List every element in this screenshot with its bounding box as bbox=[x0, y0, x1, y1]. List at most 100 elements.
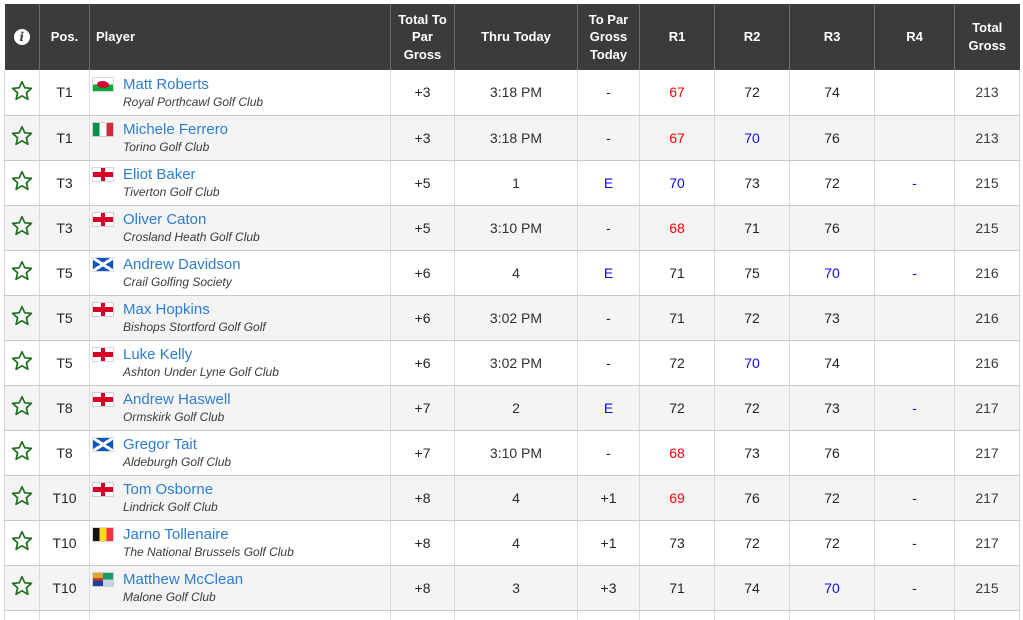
belgium-flag-icon bbox=[93, 528, 113, 541]
favorite-star-icon[interactable] bbox=[10, 574, 34, 598]
player-club-label: Crosland Heath Golf Club bbox=[123, 230, 260, 244]
favorite-star-icon[interactable] bbox=[10, 484, 34, 508]
header-r3: R3 bbox=[789, 4, 875, 70]
r1-cell: 71 bbox=[639, 565, 715, 611]
favorite-star-icon[interactable] bbox=[10, 124, 34, 148]
favorite-star-icon[interactable] bbox=[10, 349, 34, 373]
r1-cell: 68 bbox=[639, 430, 715, 476]
table-row: T10 Tom Osborne Lindrick Golf Club +8 4 … bbox=[4, 475, 1020, 521]
total-to-par-cell: +7 bbox=[390, 430, 455, 476]
england-flag-icon bbox=[93, 393, 113, 406]
r3-cell: 76 bbox=[789, 205, 875, 251]
pos-cell: T1 bbox=[39, 70, 90, 116]
thru-today-cell: 1 bbox=[454, 160, 578, 206]
favorite-cell bbox=[4, 385, 40, 431]
player-cell: Matthew McClean Malone Golf Club bbox=[89, 565, 391, 611]
player-name-link[interactable]: Luke Kelly bbox=[123, 346, 193, 363]
r1-cell: 69 bbox=[639, 475, 715, 521]
favorite-cell bbox=[4, 295, 40, 341]
player-name-link[interactable]: Tom Osborne bbox=[123, 481, 214, 498]
player-cell: Tom Osborne Lindrick Golf Club bbox=[89, 475, 391, 521]
favorite-star-icon[interactable] bbox=[10, 169, 34, 193]
player-name-link[interactable]: Matt Roberts bbox=[123, 75, 209, 93]
player-cell: Jarno Tollenaire The National Brussels G… bbox=[89, 520, 391, 566]
player-cell: Eliot Baker Tiverton Golf Club bbox=[89, 160, 391, 206]
r2-cell: 73 bbox=[714, 160, 790, 206]
favorite-star-icon[interactable] bbox=[10, 394, 34, 418]
pos-cell: T3 bbox=[39, 205, 90, 251]
r1-cell: 73 bbox=[639, 520, 715, 566]
r4-cell bbox=[874, 205, 955, 251]
player-name-link[interactable]: Andrew Haswell bbox=[123, 391, 231, 408]
table-row: T1 Michele Ferrero Torino Golf Club +3 3… bbox=[4, 115, 1020, 161]
total-gross-cell: 215 bbox=[954, 565, 1020, 611]
player-name-link[interactable]: Michele Ferrero bbox=[123, 121, 229, 138]
favorite-cell bbox=[4, 205, 40, 251]
favorite-cell bbox=[4, 565, 40, 611]
pos-cell: T5 bbox=[39, 295, 90, 341]
to-par-today-cell: E bbox=[577, 385, 640, 431]
thru-today-cell: 3:18 PM bbox=[454, 115, 578, 161]
to-par-today-cell: +1 bbox=[577, 520, 640, 566]
thru-today-cell: 4 bbox=[454, 250, 578, 296]
table-row: T8 Gregor Tait Aldeburgh Golf Club +7 3:… bbox=[4, 430, 1020, 476]
favorite-star-icon[interactable] bbox=[10, 304, 34, 328]
r2-cell: 73 bbox=[714, 430, 790, 476]
total-gross-cell: 213 bbox=[954, 115, 1020, 161]
player-name-link[interactable]: Jarno Tollenaire bbox=[123, 526, 229, 543]
player-cell: Gregor Tait Aldeburgh Golf Club bbox=[89, 430, 391, 476]
r3-cell: 70 bbox=[789, 565, 875, 611]
player-name-link[interactable]: Matthew McClean bbox=[123, 571, 244, 588]
r2-cell: 71 bbox=[714, 205, 790, 251]
header-pos: Pos. bbox=[39, 4, 90, 70]
favorite-star-icon[interactable] bbox=[10, 259, 34, 283]
player-club-label: Royal Porthcawl Golf Club bbox=[123, 94, 264, 109]
leaderboard-body-overflow bbox=[4, 610, 1020, 620]
player-name-link[interactable]: Oliver Caton bbox=[123, 211, 207, 228]
player-club-label: Lindrick Golf Club bbox=[123, 500, 218, 514]
favorite-star-icon[interactable] bbox=[10, 79, 34, 103]
r2-cell: 74 bbox=[714, 565, 790, 611]
to-par-today-cell: E bbox=[577, 250, 640, 296]
table-row: T3 Oliver Caton Crosland Heath Golf Club… bbox=[4, 205, 1020, 251]
player-name-link[interactable]: Eliot Baker bbox=[123, 166, 196, 183]
player-name-link[interactable]: Andrew Davidson bbox=[123, 256, 241, 273]
player-name-link[interactable]: Gregor Tait bbox=[123, 436, 197, 453]
total-to-par-cell: +5 bbox=[390, 160, 455, 206]
player-name-link[interactable]: Max Hopkins bbox=[123, 301, 210, 318]
favorite-cell bbox=[4, 520, 40, 566]
favorite-star-icon[interactable] bbox=[10, 439, 34, 463]
pos-cell: T5 bbox=[39, 250, 90, 296]
table-row: T10 Jarno Tollenaire The National Brusse… bbox=[4, 520, 1020, 566]
r3-cell: 72 bbox=[789, 520, 875, 566]
favorite-cell bbox=[4, 160, 40, 206]
favorite-star-icon[interactable] bbox=[10, 529, 34, 553]
table-row: T8 Andrew Haswell Ormskirk Golf Club +7 … bbox=[4, 385, 1020, 431]
info-icon[interactable]: i bbox=[13, 29, 30, 46]
r3-cell: 74 bbox=[789, 340, 875, 386]
to-par-today-cell: - bbox=[577, 70, 640, 116]
pos-cell: T8 bbox=[39, 385, 90, 431]
table-row: T3 Eliot Baker Tiverton Golf Club +5 1 E… bbox=[4, 160, 1020, 206]
r2-cell: 70 bbox=[714, 115, 790, 161]
total-to-par-cell: +3 bbox=[390, 70, 455, 116]
r1-cell: 67 bbox=[639, 115, 715, 161]
r3-cell: 73 bbox=[789, 385, 875, 431]
italy-flag-icon bbox=[93, 123, 113, 136]
favorite-cell bbox=[4, 475, 40, 521]
player-cell: Matt Roberts Royal Porthcawl Golf Club bbox=[89, 70, 391, 116]
player-club-label: Bishops Stortford Golf Golf bbox=[123, 320, 266, 334]
total-gross-cell: 216 bbox=[954, 295, 1020, 341]
r2-cell: 75 bbox=[714, 250, 790, 296]
total-to-par-cell: +6 bbox=[390, 250, 455, 296]
favorite-cell bbox=[4, 430, 40, 476]
favorite-star-icon[interactable] bbox=[10, 214, 34, 238]
thru-today-cell: 3 bbox=[454, 565, 578, 611]
header-info-cell: i bbox=[4, 4, 40, 70]
r2-cell: 72 bbox=[714, 70, 790, 116]
wales-flag-icon bbox=[93, 77, 113, 91]
player-club-label: The National Brussels Golf Club bbox=[123, 545, 294, 559]
player-cell: Andrew Davidson Crail Golfing Society bbox=[89, 250, 391, 296]
r2-cell: 72 bbox=[714, 295, 790, 341]
